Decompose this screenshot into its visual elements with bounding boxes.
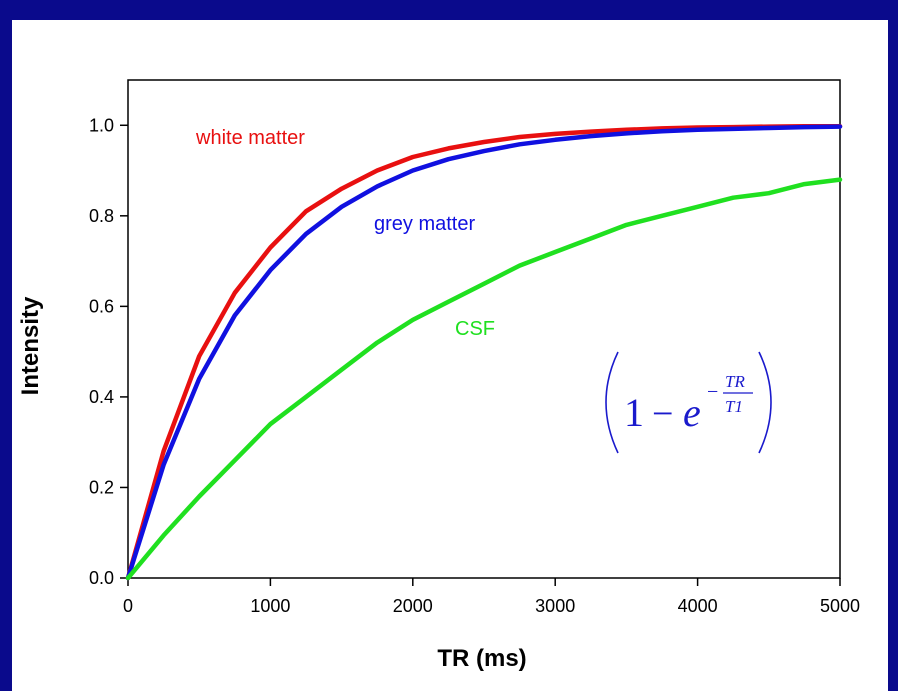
series-label-white-matter: white matter bbox=[195, 127, 305, 149]
y-tick-label: 0.0 bbox=[89, 568, 114, 588]
series-label-csf: CSF bbox=[455, 318, 495, 340]
right-paren bbox=[758, 351, 772, 454]
plot-border bbox=[127, 79, 841, 579]
y-axis-ticks: 0.0 0.2 0.4 0.6 0.8 1.0 bbox=[89, 115, 128, 588]
x-tick-label: 2000 bbox=[393, 596, 433, 616]
slide-panel: 0 1000 2000 3000 4000 5000 0.0 0.2 0.4 0.6 0.8 1.0… bbox=[12, 20, 888, 691]
formula-one: 1 bbox=[624, 390, 644, 435]
plot-frame bbox=[127, 79, 841, 579]
x-tick-label: 1000 bbox=[250, 596, 290, 616]
series-line-white-matter bbox=[125, 123, 843, 581]
left-paren bbox=[605, 351, 619, 454]
formula-minus: − bbox=[652, 393, 673, 435]
y-tick-label: 0.4 bbox=[89, 387, 114, 407]
series-line-grey-matter bbox=[125, 124, 843, 581]
y-tick-label: 0.8 bbox=[89, 206, 114, 226]
formula-e: e bbox=[683, 390, 701, 435]
y-axis-title: Intensity bbox=[17, 296, 44, 395]
x-tick-label: 3000 bbox=[535, 596, 575, 616]
formula-exp-minus: − bbox=[707, 381, 718, 403]
y-tick-label: 0.2 bbox=[89, 477, 114, 497]
series-lines bbox=[125, 123, 843, 581]
t1-recovery-chart: 0 1000 2000 3000 4000 5000 0.0 0.2 0.4 0.6 0.8 1.0… bbox=[17, 79, 860, 672]
series-line-csf bbox=[125, 177, 843, 581]
formula-exp-denominator: T1 bbox=[725, 397, 743, 416]
signal-equation: 1 − e − TR T1 bbox=[605, 351, 772, 454]
series-label-grey-matter: grey matter bbox=[374, 213, 475, 235]
x-tick-label: 4000 bbox=[678, 596, 718, 616]
x-axis-title: TR (ms) bbox=[437, 645, 526, 672]
y-tick-label: 0.6 bbox=[89, 296, 114, 316]
formula-exp-numerator: TR bbox=[725, 372, 745, 391]
x-tick-label: 0 bbox=[123, 596, 133, 616]
y-tick-label: 1.0 bbox=[89, 115, 114, 135]
x-tick-label: 5000 bbox=[820, 596, 860, 616]
x-axis-ticks: 0 1000 2000 3000 4000 5000 bbox=[123, 578, 860, 616]
